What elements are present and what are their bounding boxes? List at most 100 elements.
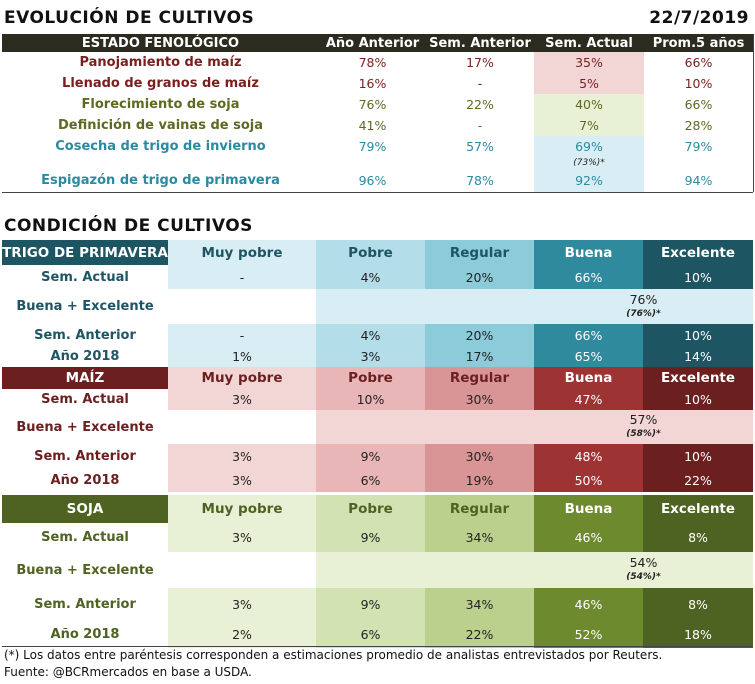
row-label: Sem. Anterior bbox=[34, 448, 136, 464]
cell: 10% bbox=[643, 444, 753, 468]
cell: - bbox=[477, 76, 483, 91]
col-buena: Buena bbox=[534, 495, 643, 523]
cell: 66% bbox=[534, 324, 643, 346]
table-row: Florecimiento de soja 76% 22% 40% 66% bbox=[2, 94, 753, 115]
evolucion-header-row: ESTADO FENOLÓGICO Año Anterior Sem. Ante… bbox=[2, 34, 753, 52]
cell: 20% bbox=[425, 324, 534, 346]
row-label: Sem. Actual bbox=[41, 392, 129, 407]
table-row: Año 2018 3% 6% 19% 50% 22% bbox=[2, 468, 753, 492]
cell: 4% bbox=[316, 324, 425, 346]
cell: 65% bbox=[534, 346, 643, 367]
cell: 8% bbox=[643, 588, 753, 621]
cell: 92% bbox=[534, 170, 644, 192]
cell: - bbox=[168, 324, 316, 346]
cell: 6% bbox=[316, 468, 425, 492]
table-row: Año 2018 1% 3% 17% 65% 14% bbox=[2, 346, 753, 367]
evolucion-title: EVOLUCIÓN DE CULTIVOS bbox=[4, 8, 255, 28]
cell: 14% bbox=[643, 346, 753, 367]
cell: 2% bbox=[168, 621, 316, 648]
col-pobre: Pobre bbox=[316, 367, 425, 389]
cell: 10% bbox=[643, 324, 753, 346]
cell: 3% bbox=[168, 389, 316, 410]
cell: 40% bbox=[534, 94, 644, 115]
cell: 3% bbox=[316, 346, 425, 367]
buena-excelente-cell: 54% (54%)* bbox=[534, 552, 753, 588]
row-label: Florecimiento de soja bbox=[81, 97, 240, 112]
col-buena: Buena bbox=[534, 240, 643, 265]
col-buena: Buena bbox=[534, 367, 643, 389]
row-label: Espigazón de trigo de primavera bbox=[41, 173, 280, 189]
cell: 7% bbox=[534, 115, 644, 136]
cell: 34% bbox=[425, 523, 534, 552]
maiz-table: MAÍZ Muy pobre Pobre Regular Buena Excel… bbox=[2, 367, 753, 492]
cell: 9% bbox=[316, 444, 425, 468]
cell: 28% bbox=[684, 118, 713, 133]
cell: 8% bbox=[643, 523, 753, 552]
row-label: Sem. Actual bbox=[41, 269, 129, 285]
row-label: Definición de vainas de soja bbox=[57, 118, 264, 133]
cell: 35% bbox=[534, 52, 644, 73]
cell: 22% bbox=[425, 621, 534, 648]
cell: 22% bbox=[643, 468, 753, 492]
row-label: Año 2018 bbox=[50, 349, 120, 364]
table-row-buena-excelente: Buena + Excelente 76% (76%)* bbox=[2, 289, 753, 324]
row-label: Llenado de granos de maíz bbox=[62, 76, 259, 91]
cell: 3% bbox=[168, 468, 316, 492]
cell: 10% bbox=[316, 389, 425, 410]
row-label: Sem. Anterior bbox=[34, 327, 136, 343]
estimate-label: (73%)* bbox=[534, 156, 644, 170]
cell: 50% bbox=[534, 468, 643, 492]
cell: 10% bbox=[643, 389, 753, 410]
row-label: Año 2018 bbox=[50, 472, 120, 488]
col-pobre: Pobre bbox=[316, 495, 425, 523]
row-label: Sem. Actual bbox=[41, 530, 129, 545]
col-muy-pobre: Muy pobre bbox=[168, 495, 316, 523]
evolucion-table: ESTADO FENOLÓGICO Año Anterior Sem. Ante… bbox=[2, 34, 753, 193]
cell: 17% bbox=[466, 55, 494, 70]
cell: 47% bbox=[534, 389, 643, 410]
col-muy-pobre: Muy pobre bbox=[168, 367, 316, 389]
cell: 78% bbox=[358, 55, 387, 70]
cell: 34% bbox=[425, 588, 534, 621]
soja-header-row: SOJA Muy pobre Pobre Regular Buena Excel… bbox=[2, 495, 753, 523]
crop-name: MAÍZ bbox=[2, 367, 168, 389]
row-label: Buena + Excelente bbox=[16, 419, 154, 435]
table-row: Panojamiento de maíz 78% 17% 35% 66% bbox=[2, 52, 753, 73]
cell: 18% bbox=[643, 621, 753, 648]
col-sem-actual: Sem. Actual bbox=[534, 34, 644, 52]
row-label: Buena + Excelente bbox=[16, 562, 154, 578]
row-label: Sem. Anterior bbox=[34, 597, 136, 612]
table-row: Sem. Actual - 4% 20% 66% 10% bbox=[2, 265, 753, 289]
col-muy-pobre: Muy pobre bbox=[168, 240, 316, 265]
buena-excelente-cell: 57% (58%)* bbox=[534, 410, 753, 444]
cell: 41% bbox=[358, 118, 387, 133]
cell: 94% bbox=[684, 173, 713, 189]
buena-excelente-cell: 76% (76%)* bbox=[534, 289, 753, 324]
cell: - bbox=[477, 118, 483, 133]
table-row: Sem. Actual 3% 9% 34% 46% 8% bbox=[2, 523, 753, 552]
crop-name: TRIGO DE PRIMAVERA bbox=[2, 240, 168, 265]
cell: 17% bbox=[425, 346, 534, 367]
table-row-buena-excelente: Buena + Excelente 54% (54%)* bbox=[2, 552, 753, 588]
cell: 1% bbox=[168, 346, 316, 367]
cell: 10% bbox=[684, 76, 713, 91]
cell: 20% bbox=[425, 265, 534, 289]
table-row: Sem. Actual 3% 10% 30% 47% 10% bbox=[2, 389, 753, 410]
cell: 76% bbox=[358, 97, 387, 112]
col-regular: Regular bbox=[425, 495, 534, 523]
maiz-header-row: MAÍZ Muy pobre Pobre Regular Buena Excel… bbox=[2, 367, 753, 389]
table-row-estimate: (73%)* bbox=[2, 156, 753, 170]
table-row: Espigazón de trigo de primavera 96% 78% … bbox=[2, 170, 753, 192]
table-row: Sem. Anterior - 4% 20% 66% 10% bbox=[2, 324, 753, 346]
cell: 9% bbox=[316, 523, 425, 552]
cell: 46% bbox=[534, 523, 643, 552]
cell: 79% bbox=[684, 138, 713, 154]
source: Fuente: @BCRmercados en base a USDA. bbox=[4, 665, 252, 679]
cell: 5% bbox=[534, 73, 644, 94]
trigo-header-row: TRIGO DE PRIMAVERA Muy pobre Pobre Regul… bbox=[2, 240, 753, 265]
report-date: 22/7/2019 bbox=[649, 8, 749, 28]
buena-excelente-value: 54% bbox=[629, 555, 658, 570]
buena-excelente-value: 57% bbox=[629, 412, 658, 427]
cell: 69% bbox=[534, 136, 644, 156]
cell: - bbox=[168, 265, 316, 289]
